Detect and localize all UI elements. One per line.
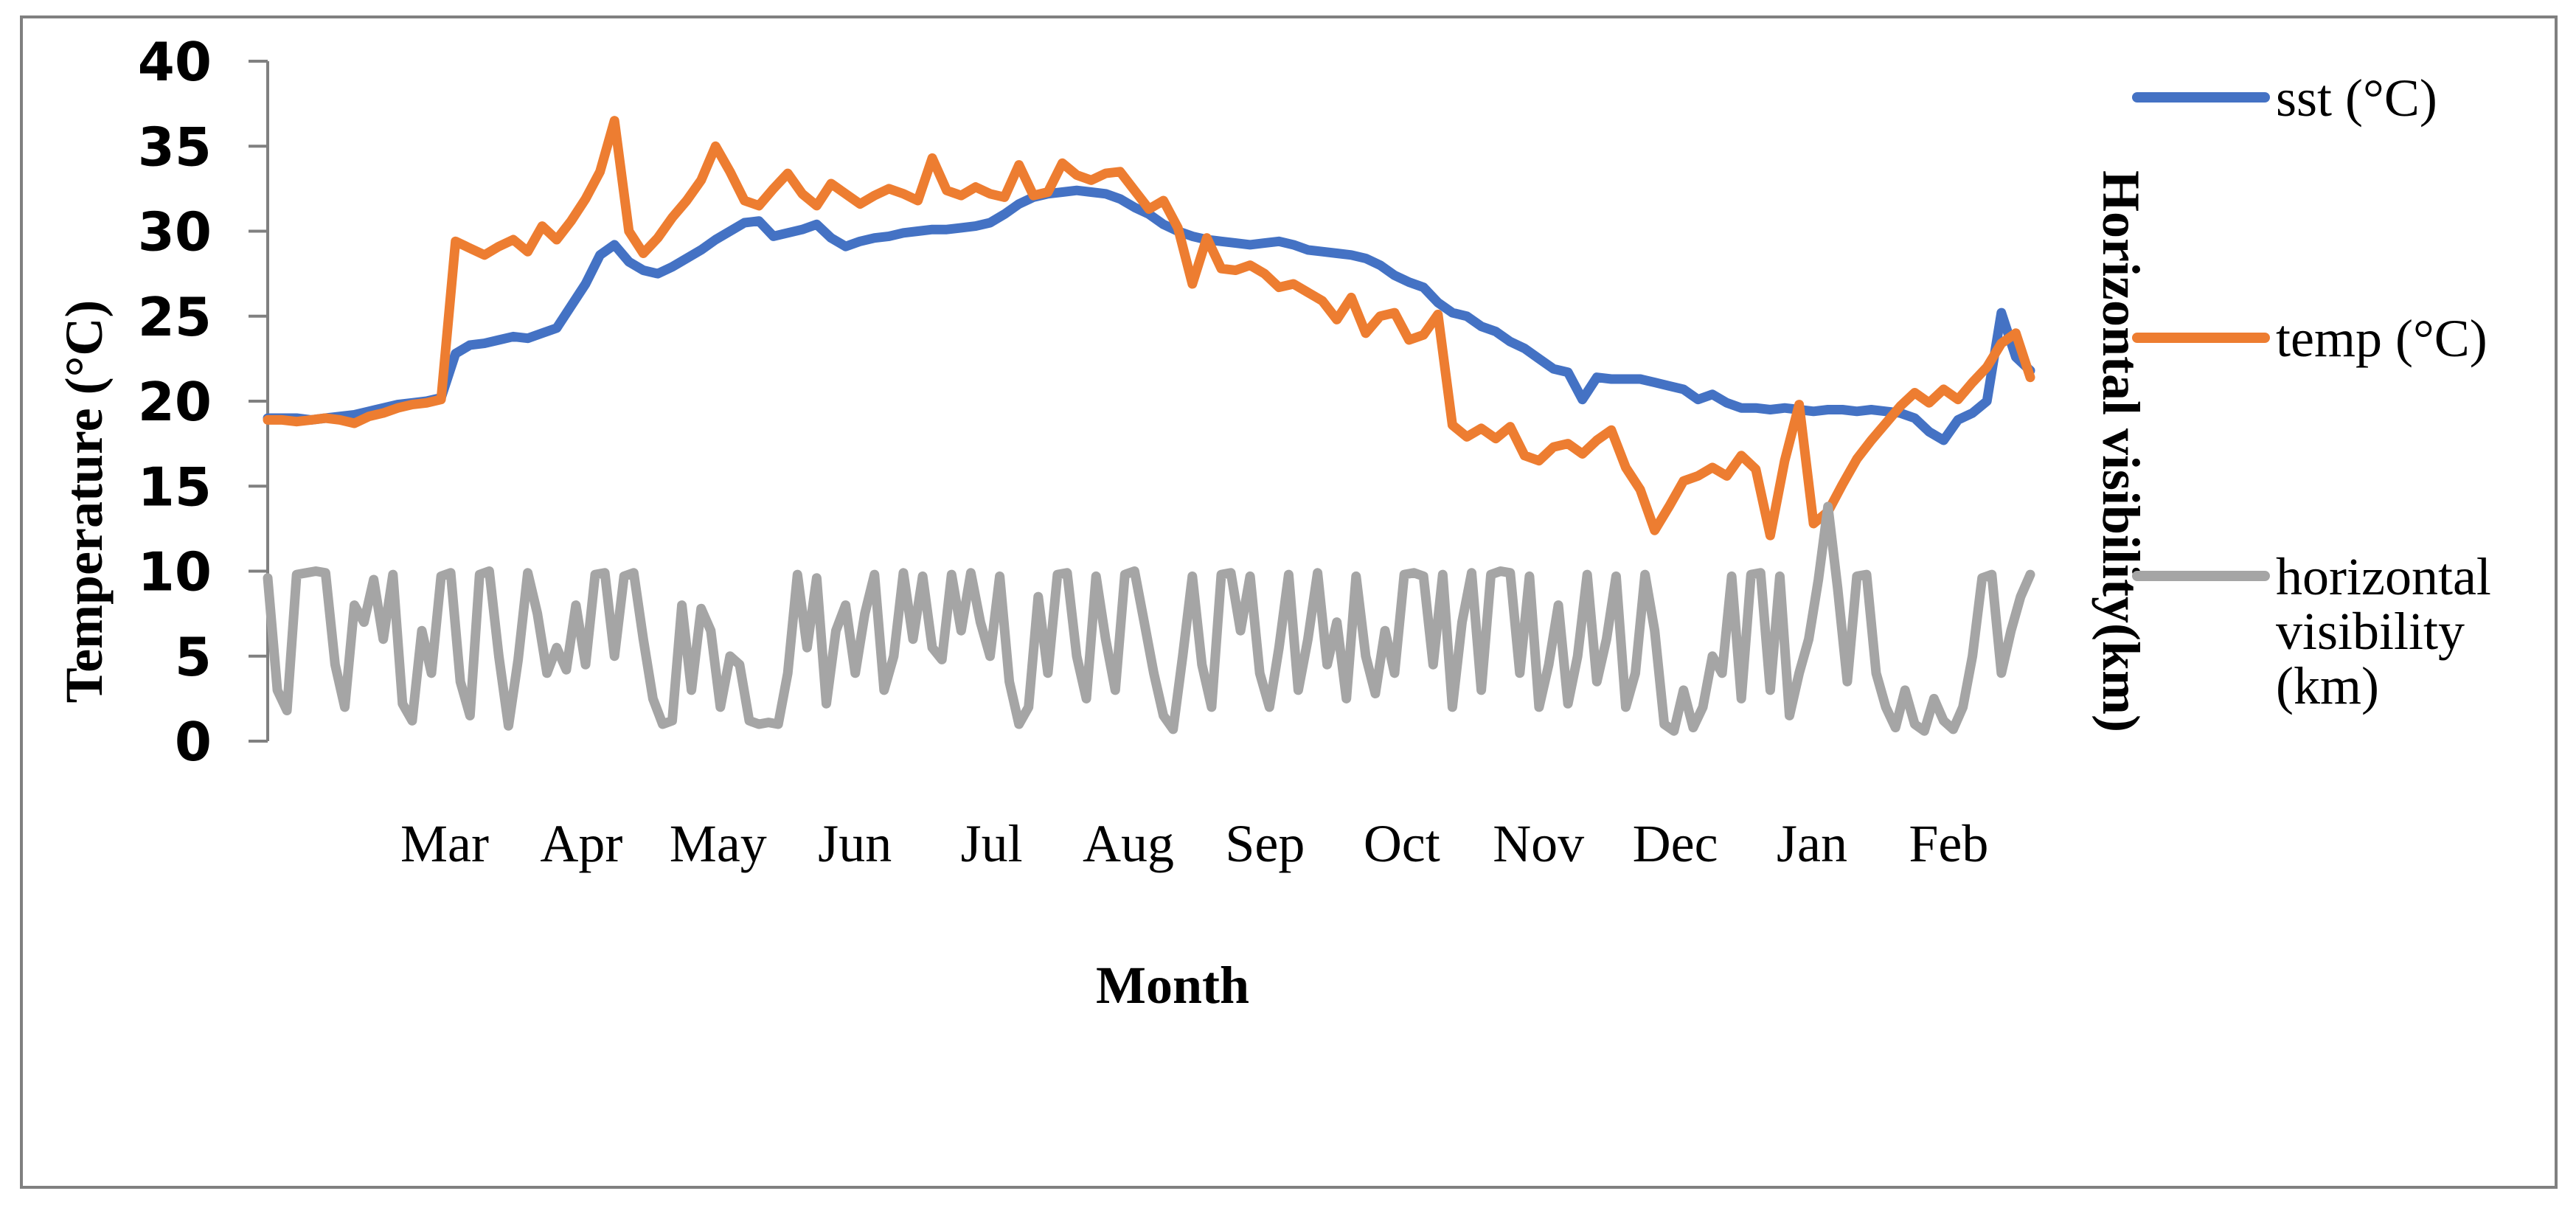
- legend: sst (°C) temp (°C) horizontal visibility…: [2132, 69, 2491, 715]
- series-line-temp: [263, 116, 2035, 541]
- y-axis-tick-label: 40: [138, 31, 212, 93]
- y-axis-tick-label: 20: [138, 371, 212, 433]
- x-axis-month-label: Dec: [1633, 814, 1718, 873]
- x-axis-month-label: Jan: [1777, 814, 1847, 873]
- legend-label-sst: sst (°C): [2276, 69, 2437, 128]
- x-axis-month-label: Sep: [1225, 814, 1305, 873]
- legend-label-visibility-line2: visibility: [2276, 602, 2465, 661]
- y-axis-tick-label: 35: [138, 116, 212, 178]
- legend-label-visibility-line3: (km): [2276, 656, 2379, 715]
- y-axis-tick-label: 10: [138, 541, 212, 603]
- x-axis-month-label: Jun: [818, 814, 892, 873]
- x-axis-month-label: May: [670, 814, 767, 873]
- x-axis-month-label: Feb: [1909, 814, 1988, 873]
- plot-area: 0 5 10 15 20 25 30 35 40 Mar Apr May Jun Jul Aug Sep Oct…: [138, 31, 2035, 873]
- series-line-visibility: [263, 501, 2035, 736]
- y-axis-tick-label: 15: [138, 456, 212, 518]
- x-axis-title: Month: [1096, 956, 1249, 1015]
- series-line-sst: [263, 185, 2035, 445]
- right-axis-title: Horizontal visibility(km): [2091, 170, 2150, 732]
- y-axis-title: Temperature (°C): [55, 300, 114, 704]
- x-axis-month-label: Aug: [1083, 814, 1174, 873]
- x-axis-month-label: Nov: [1493, 814, 1584, 873]
- figure-border: [20, 15, 2558, 1189]
- x-axis-month-label: Jul: [961, 814, 1023, 873]
- x-axis-month-label: Apr: [540, 814, 622, 873]
- y-axis-tick-label: 30: [138, 201, 212, 263]
- x-axis-month-label: Oct: [1364, 814, 1440, 873]
- legend-label-visibility-line1: horizontal: [2276, 547, 2491, 606]
- legend-label-temp: temp (°C): [2276, 309, 2488, 368]
- y-axis-tick-label: 0: [175, 711, 212, 773]
- x-axis-month-label: Mar: [400, 814, 489, 873]
- y-axis-tick-label: 25: [138, 286, 212, 348]
- y-axis-tick-label: 5: [175, 626, 212, 688]
